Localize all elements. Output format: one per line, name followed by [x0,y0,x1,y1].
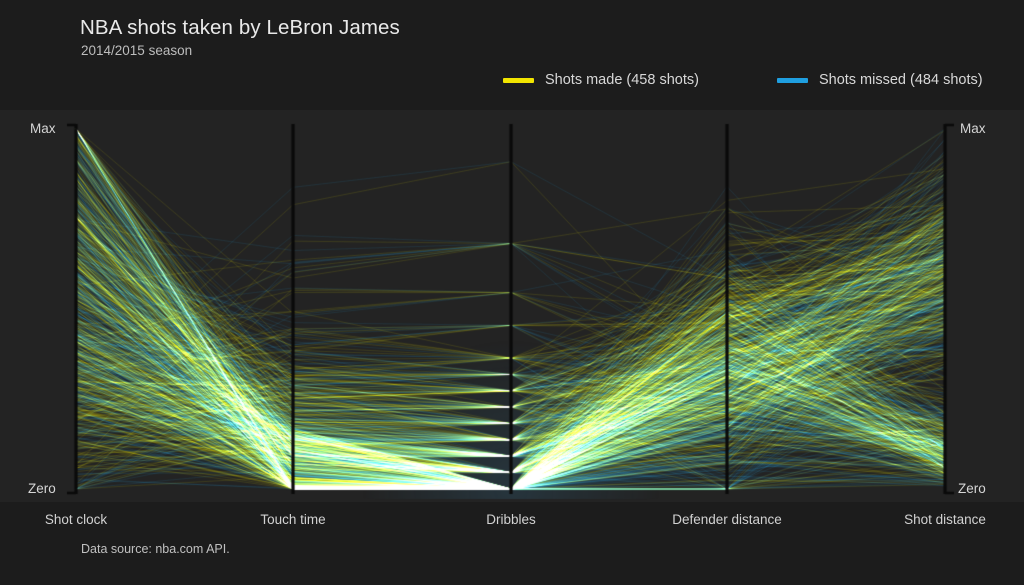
chart-legend: Shots made (458 shots) Shots missed (484… [503,72,983,88]
axis-name-touch-time: Touch time [260,512,326,527]
legend-item-shots-missed[interactable]: Shots missed (484 shots) [776,72,983,88]
page-title: NBA shots taken by LeBron James [80,16,400,39]
tick-label-zero-left: Zero [28,481,56,496]
parallel-coordinates-plot [0,110,1024,502]
axis-name-shot-clock: Shot clock [44,512,108,527]
data-source-note: Data source: nba.com API. [81,542,230,556]
tick-label-zero-right: Zero [958,481,986,496]
legend-item-shots-made[interactable]: Shots made (458 shots) [503,72,699,88]
page-subtitle: 2014/2015 season [81,43,193,58]
legend-label-made: Shots made (458 shots) [545,72,699,88]
legend-swatch-made-icon [503,77,534,83]
axis-name-defender-distance: Defender distance [672,512,782,527]
axis-name-shot-distance: Shot distance [904,512,986,527]
axis-name-dribbles: Dribbles [486,512,536,527]
legend-swatch-missed-icon [776,77,808,83]
tick-label-max-left: Max [30,121,56,136]
legend-label-missed: Shots missed (484 shots) [818,72,983,88]
tick-label-max-right: Max [960,121,986,136]
plot-axes-layer [0,110,1024,502]
